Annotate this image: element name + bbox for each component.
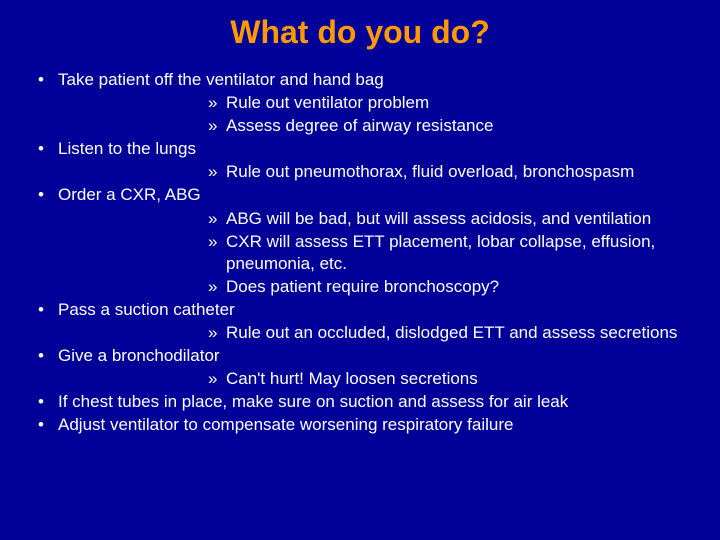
sub-bullet-text: Rule out pneumothorax, fluid overload, b… [226,161,690,183]
sub-bullet-marker-icon: » [208,208,226,230]
sub-bullet-text: Assess degree of airway resistance [226,115,690,137]
sub-indent [30,231,208,275]
bullet-text: Adjust ventilator to compensate worsenin… [58,414,690,436]
sub-bullet-item: »Assess degree of airway resistance [30,115,690,137]
sub-bullet-text: ABG will be bad, but will assess acidosi… [226,208,690,230]
sub-indent [30,208,208,230]
bullet-text: Pass a suction catheter [58,299,690,321]
sub-indent [30,276,208,298]
bullet-marker-icon: • [30,299,58,321]
bullet-item: •Pass a suction catheter [30,299,690,321]
bullet-text: Listen to the lungs [58,138,690,160]
sub-bullet-text: Can't hurt! May loosen secretions [226,368,690,390]
sub-bullet-text: CXR will assess ETT placement, lobar col… [226,231,690,275]
sub-indent [30,368,208,390]
sub-bullet-marker-icon: » [208,368,226,390]
sub-bullet-item: »Does patient require bronchoscopy? [30,276,690,298]
sub-bullet-marker-icon: » [208,322,226,344]
sub-bullet-item: »Rule out ventilator problem [30,92,690,114]
bullet-marker-icon: • [30,414,58,436]
bullet-text: Order a CXR, ABG [58,184,690,206]
bullet-marker-icon: • [30,184,58,206]
sub-indent [30,322,208,344]
sub-bullet-item: »CXR will assess ETT placement, lobar co… [30,231,690,275]
bullet-marker-icon: • [30,69,58,91]
sub-bullet-marker-icon: » [208,115,226,137]
sub-bullet-marker-icon: » [208,276,226,298]
bullet-text: Give a bronchodilator [58,345,690,367]
bullet-text: If chest tubes in place, make sure on su… [58,391,690,413]
bullet-marker-icon: • [30,345,58,367]
sub-bullet-item: »Rule out pneumothorax, fluid overload, … [30,161,690,183]
bullet-marker-icon: • [30,138,58,160]
slide-container: What do you do? •Take patient off the ve… [0,0,720,540]
bullet-text: Take patient off the ventilator and hand… [58,69,690,91]
slide-content: •Take patient off the ventilator and han… [30,69,690,437]
sub-bullet-item: »ABG will be bad, but will assess acidos… [30,208,690,230]
sub-bullet-item: »Can't hurt! May loosen secretions [30,368,690,390]
bullet-marker-icon: • [30,391,58,413]
bullet-item: •Adjust ventilator to compensate worseni… [30,414,690,436]
sub-bullet-text: Rule out ventilator problem [226,92,690,114]
bullet-item: •Give a bronchodilator [30,345,690,367]
sub-indent [30,161,208,183]
sub-bullet-text: Does patient require bronchoscopy? [226,276,690,298]
sub-bullet-marker-icon: » [208,231,226,275]
sub-bullet-item: »Rule out an occluded, dislodged ETT and… [30,322,690,344]
sub-bullet-marker-icon: » [208,161,226,183]
sub-indent [30,115,208,137]
sub-bullet-text: Rule out an occluded, dislodged ETT and … [226,322,690,344]
bullet-item: •If chest tubes in place, make sure on s… [30,391,690,413]
sub-bullet-marker-icon: » [208,92,226,114]
bullet-item: •Listen to the lungs [30,138,690,160]
slide-title: What do you do? [30,14,690,51]
bullet-item: •Take patient off the ventilator and han… [30,69,690,91]
sub-indent [30,92,208,114]
bullet-item: •Order a CXR, ABG [30,184,690,206]
